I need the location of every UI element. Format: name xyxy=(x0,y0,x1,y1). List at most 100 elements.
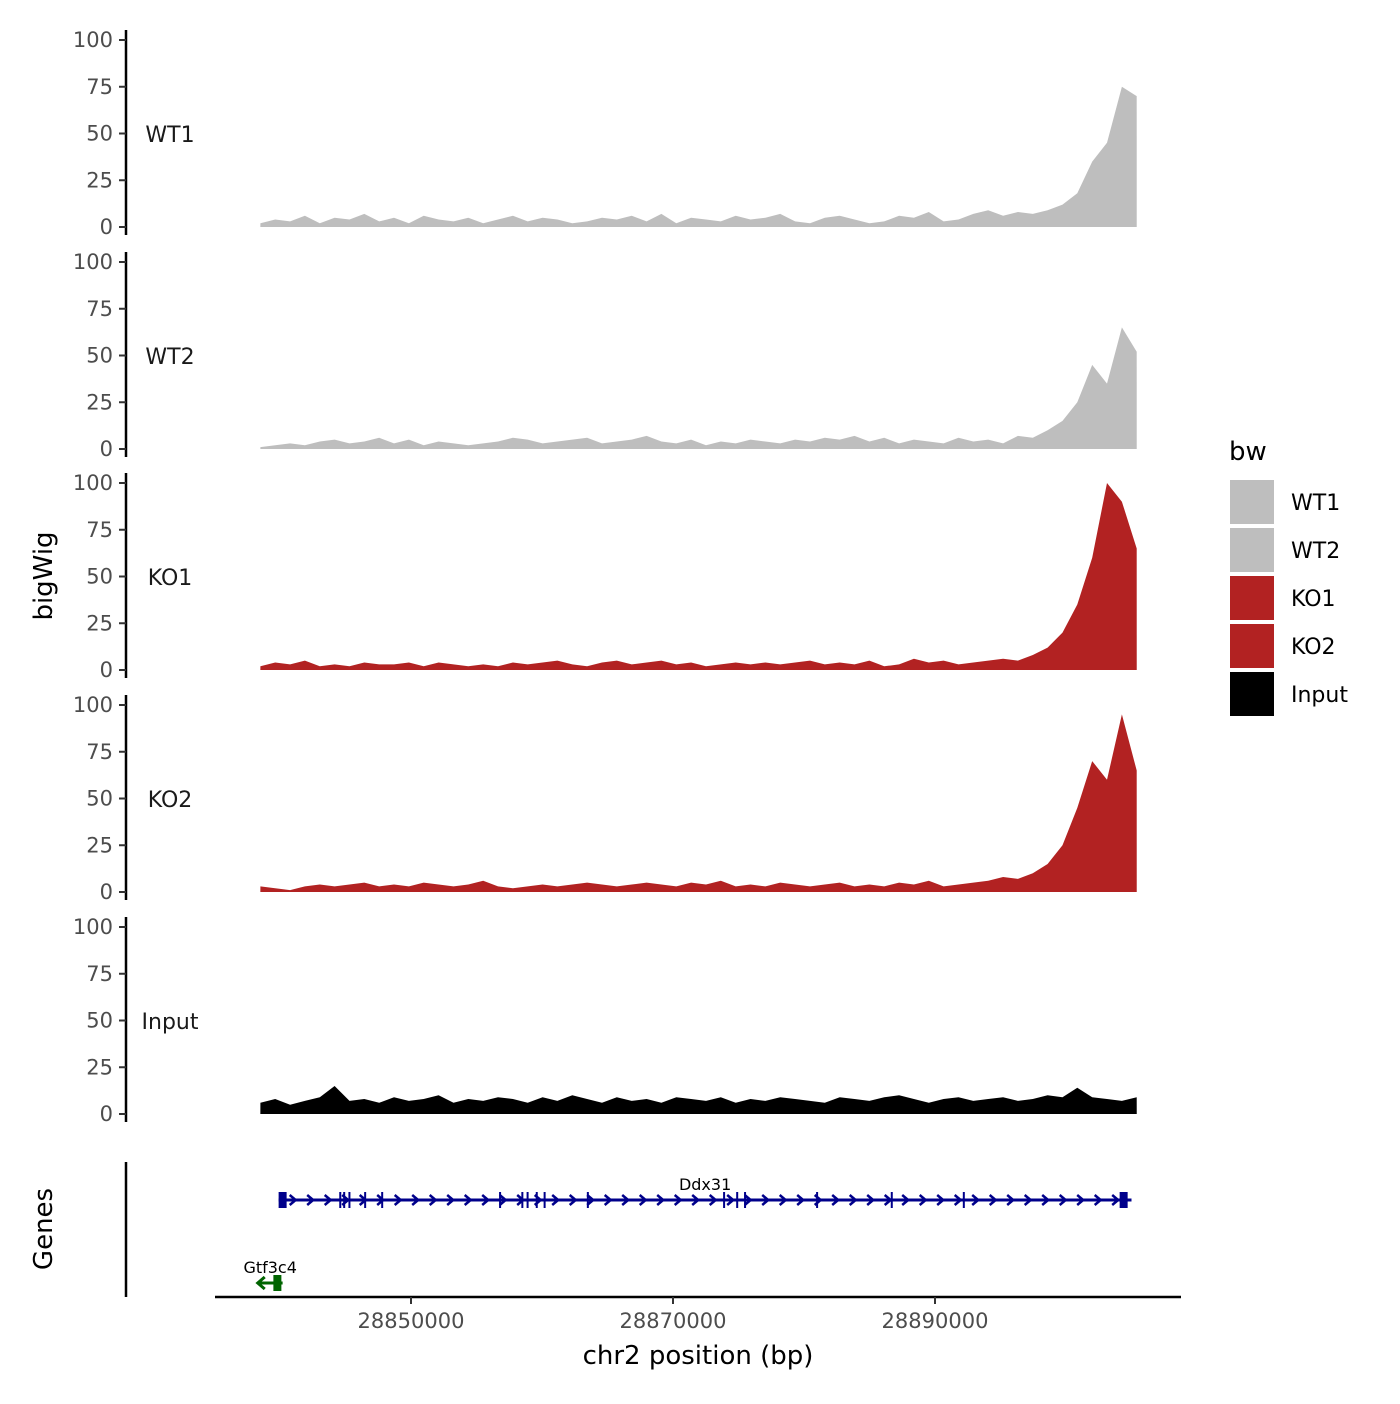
exon xyxy=(348,1192,351,1208)
strand-arrow xyxy=(708,1194,718,1206)
y-tick-label: 100 xyxy=(73,471,113,495)
legend-swatch xyxy=(1230,624,1274,668)
legend-title: bw xyxy=(1229,437,1267,467)
panel-wt1: 0 25 50 75 100 WT1 xyxy=(73,28,1137,239)
strand-arrow xyxy=(1006,1194,1016,1206)
strand-arrow xyxy=(376,1194,386,1206)
strand-arrow xyxy=(498,1194,508,1206)
panel-label: KO1 xyxy=(148,566,193,591)
y-tick-label: 25 xyxy=(86,1055,113,1079)
panel-ko1: 0 25 50 75 100 KO1 xyxy=(73,471,1137,682)
panel-input: 0 25 50 75 100 Input xyxy=(73,915,1137,1126)
strand-arrow xyxy=(988,1194,998,1206)
legend-item-ko1: KO1 xyxy=(1230,576,1336,620)
y-tick-label: 50 xyxy=(86,1009,113,1033)
strand-arrow xyxy=(1111,1194,1121,1206)
y-tick-label: 50 xyxy=(86,565,113,589)
exon xyxy=(736,1192,739,1208)
strand-arrow xyxy=(971,1194,981,1206)
strand-arrow xyxy=(288,1194,298,1206)
x-tick-label: 28890000 xyxy=(882,1309,989,1333)
exon xyxy=(273,1275,282,1291)
legend-item-input: Input xyxy=(1230,672,1348,716)
strand-arrow xyxy=(393,1194,403,1206)
exon xyxy=(521,1192,524,1208)
panel-label: KO2 xyxy=(148,788,193,813)
strand-arrow xyxy=(638,1194,648,1206)
legend-swatch xyxy=(1230,480,1274,524)
strand-arrow xyxy=(463,1194,473,1206)
exon xyxy=(1119,1192,1128,1208)
strand-arrow xyxy=(883,1194,893,1206)
strand-arrow xyxy=(586,1194,596,1206)
y-tick-label: 75 xyxy=(86,740,113,764)
panel-ko2: 0 25 50 75 100 KO2 xyxy=(73,693,1137,904)
strand-arrow xyxy=(673,1194,683,1206)
x-tick-label: 28850000 xyxy=(358,1309,465,1333)
exon xyxy=(278,1192,287,1208)
strand-arrow xyxy=(778,1194,788,1206)
strand-arrow xyxy=(1041,1194,1051,1206)
strand-arrow xyxy=(1093,1194,1103,1206)
strand-arrow xyxy=(568,1194,578,1206)
strand-arrow xyxy=(796,1194,806,1206)
signal-area xyxy=(260,483,1137,670)
exon xyxy=(535,1192,538,1208)
strand-arrow xyxy=(1023,1194,1033,1206)
strand-arrow xyxy=(848,1194,858,1206)
y-tick-label: 100 xyxy=(73,28,113,52)
legend-swatch xyxy=(1230,576,1274,620)
y-tick-label: 100 xyxy=(73,250,113,274)
signal-area xyxy=(260,86,1137,227)
strand-arrow xyxy=(743,1194,753,1206)
exon xyxy=(339,1192,342,1208)
y-tick-label: 100 xyxy=(73,915,113,939)
y-tick-label: 0 xyxy=(100,658,113,682)
exon xyxy=(816,1192,819,1208)
strand-arrow xyxy=(481,1194,491,1206)
signal-area xyxy=(260,714,1137,892)
x-tick-label: 28870000 xyxy=(620,1309,727,1333)
y-tick-label: 0 xyxy=(100,1102,113,1126)
strand-arrow xyxy=(255,1275,266,1291)
y-axis-title: bigWig xyxy=(29,531,59,620)
strand-arrow xyxy=(428,1194,438,1206)
strand-arrow xyxy=(901,1194,911,1206)
exon xyxy=(962,1192,965,1208)
legend-item-wt2: WT2 xyxy=(1230,528,1340,572)
legend-swatch xyxy=(1230,672,1274,716)
exon xyxy=(543,1192,546,1208)
y-tick-label: 25 xyxy=(86,611,113,635)
strand-arrow xyxy=(411,1194,421,1206)
exon xyxy=(343,1192,346,1208)
legend-label: WT2 xyxy=(1291,539,1340,564)
y-tick-label: 75 xyxy=(86,297,113,321)
strand-arrow xyxy=(323,1194,333,1206)
legend-label: WT1 xyxy=(1291,491,1340,516)
panel-wt2: 0 25 50 75 100 WT2 xyxy=(73,250,1137,461)
panel-label: Input xyxy=(142,1010,199,1035)
exon xyxy=(890,1192,893,1208)
y-tick-label: 75 xyxy=(86,962,113,986)
strand-arrow xyxy=(446,1194,456,1206)
y-tick-label: 25 xyxy=(86,833,113,857)
strand-arrow xyxy=(551,1194,561,1206)
y-tick-label: 0 xyxy=(100,437,113,461)
strand-arrow xyxy=(726,1194,736,1206)
y-tick-label: 50 xyxy=(86,122,113,146)
signal-area xyxy=(260,1086,1137,1114)
legend-label: KO2 xyxy=(1291,635,1336,660)
y-tick-label: 0 xyxy=(100,880,113,904)
gene-label: Ddx31 xyxy=(679,1175,731,1194)
strand-arrow xyxy=(1076,1194,1086,1206)
y-tick-label: 75 xyxy=(86,518,113,542)
legend: bw WT1 WT2 KO1 KO2 Input xyxy=(1229,437,1348,716)
strand-arrow xyxy=(691,1194,701,1206)
strand-arrow xyxy=(306,1194,316,1206)
legend-item-wt1: WT1 xyxy=(1230,480,1340,524)
y-tick-label: 50 xyxy=(86,787,113,811)
genes-axis-title: Genes xyxy=(29,1188,59,1270)
exon xyxy=(364,1192,367,1208)
y-tick-label: 50 xyxy=(86,344,113,368)
strand-arrow xyxy=(761,1194,771,1206)
